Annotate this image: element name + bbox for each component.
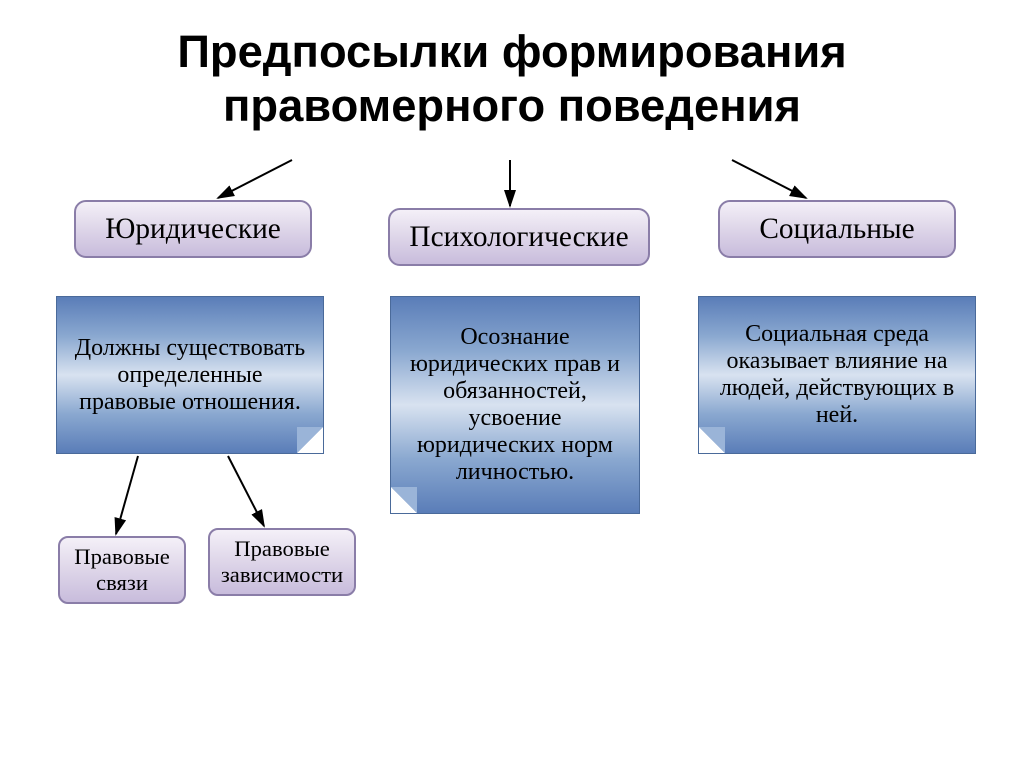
subpill-deps: Правовые зависимости	[208, 528, 356, 596]
pill-legal: Юридические	[74, 200, 312, 258]
note-fold-icon	[699, 427, 725, 453]
diagram-title: Предпосылки формирования правомерного по…	[0, 0, 1024, 144]
note-social-text: Социальная среда оказывает влияние на лю…	[709, 321, 965, 429]
note-legal: Должны существовать определенные правовы…	[56, 296, 324, 454]
note-psych-text: Осознание юридических прав и обязанносте…	[401, 324, 629, 486]
pill-psych: Психологические	[388, 208, 650, 266]
note-fold-icon	[391, 487, 417, 513]
note-social: Социальная среда оказывает влияние на лю…	[698, 296, 976, 454]
note-psych: Осознание юридических прав и обязанносте…	[390, 296, 640, 514]
note-legal-text: Должны существовать определенные правовы…	[67, 335, 313, 416]
subpill-links: Правовые связи	[58, 536, 186, 604]
pill-social: Социальные	[718, 200, 956, 258]
note-fold-icon	[297, 427, 323, 453]
